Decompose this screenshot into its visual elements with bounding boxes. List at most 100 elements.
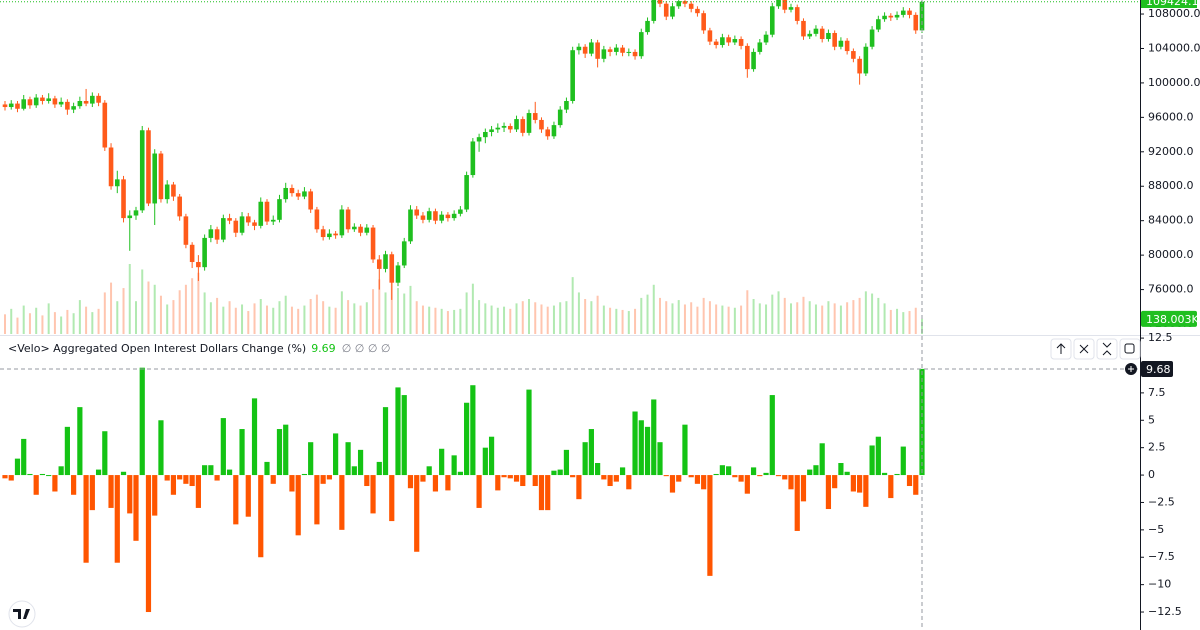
- oi-bar: [202, 465, 208, 476]
- oi-bar: [900, 446, 906, 476]
- last-price-label: 109424.1: [1146, 0, 1199, 8]
- volume-bar: [665, 301, 668, 334]
- volume-bar: [740, 305, 743, 334]
- oi-bar: [607, 475, 613, 487]
- volume-bar: [577, 292, 580, 334]
- volume-bar: [91, 312, 94, 334]
- last-price-badge: [1141, 0, 1197, 8]
- candle-body: [333, 233, 338, 236]
- candle-body: [745, 45, 750, 70]
- volume-bar: [552, 305, 555, 334]
- volume-bar: [365, 302, 368, 334]
- candle-body: [52, 98, 58, 105]
- candle-body: [426, 211, 432, 220]
- candle-body: [807, 33, 813, 37]
- candle-body: [264, 201, 270, 222]
- last-volume-badge: [1141, 310, 1197, 327]
- candle-body: [221, 218, 226, 240]
- oi-bar: [857, 475, 863, 493]
- candle-body: [582, 46, 588, 54]
- oi-bar: [83, 475, 89, 563]
- oi-bar: [881, 472, 888, 476]
- candle-body: [838, 40, 844, 47]
- oi-bar: [95, 469, 102, 476]
- candle-body: [196, 262, 201, 268]
- volume-bar: [858, 297, 861, 334]
- volume-bar: [777, 291, 780, 334]
- oi-bar: [245, 475, 251, 517]
- candle-body: [433, 211, 438, 221]
- oi-bar: [532, 475, 538, 487]
- volume-bar: [103, 292, 106, 334]
- candle-body: [114, 179, 120, 187]
- oi-bar: [39, 473, 46, 476]
- volume-bar: [378, 279, 381, 334]
- volume-bar: [290, 306, 293, 334]
- candle-body: [414, 209, 420, 216]
- oi-bar: [682, 424, 688, 476]
- volume-bar: [403, 293, 406, 334]
- volume-bar: [53, 312, 56, 334]
- volume-bar: [359, 305, 362, 334]
- candle-body: [420, 215, 426, 220]
- candle-body: [595, 42, 600, 59]
- oi-bar: [813, 465, 819, 476]
- oi-bar: [21, 438, 27, 476]
- oi-bar: [807, 469, 813, 476]
- collapse-button[interactable]: [1096, 338, 1118, 360]
- y-tick-label: 80000.0: [1148, 248, 1194, 261]
- volume-bar: [16, 317, 19, 334]
- volume-bar: [521, 301, 524, 334]
- volume-bar: [222, 306, 225, 334]
- volume-bar: [733, 307, 736, 334]
- icon-close: [1079, 344, 1089, 354]
- candle-body: [308, 191, 313, 210]
- maximize-button[interactable]: [1119, 338, 1141, 360]
- y-tick-label: 5: [1148, 413, 1155, 426]
- oi-bar: [2, 475, 8, 479]
- oi-pane: [2, 367, 925, 613]
- candle-body: [164, 184, 170, 200]
- volume-bar: [671, 303, 674, 334]
- oi-bar: [314, 475, 320, 525]
- indicator-nulls: ∅ ∅ ∅ ∅: [342, 342, 391, 355]
- candle-body: [40, 97, 45, 102]
- candle-body: [295, 193, 301, 197]
- y-tick-label: 96000.0: [1148, 110, 1194, 123]
- candle-body: [876, 19, 881, 30]
- oi-bar: [619, 467, 626, 476]
- candle-body: [470, 141, 476, 176]
- oi-bar: [601, 475, 607, 480]
- candle-body: [713, 41, 719, 46]
- oi-bar: [289, 475, 295, 492]
- oi-bar: [757, 475, 763, 477]
- candle-body: [90, 95, 95, 104]
- candle-body: [121, 179, 126, 219]
- volume-bar: [372, 289, 375, 334]
- candle-body: [339, 209, 345, 236]
- oi-bar: [8, 475, 14, 481]
- volume-bar: [771, 294, 774, 334]
- y-tick-label: −12.5: [1148, 605, 1182, 618]
- volume-bar: [814, 304, 817, 334]
- oi-bar: [701, 475, 707, 490]
- volume-bar: [646, 294, 649, 334]
- volume-bar: [634, 308, 637, 334]
- candle-body: [233, 220, 239, 233]
- volume-bar: [35, 307, 38, 334]
- volume-bar: [78, 300, 81, 334]
- volume-bar: [303, 305, 306, 334]
- oi-bar: [14, 458, 21, 476]
- oi-bar: [457, 471, 463, 476]
- oi-bar: [632, 411, 638, 476]
- oi-bar: [863, 475, 869, 507]
- oi-bar: [102, 431, 108, 476]
- volume-bar: [253, 303, 256, 334]
- oi-bar: [351, 466, 357, 476]
- volume-bar: [247, 311, 250, 334]
- candle-body: [177, 196, 182, 217]
- volume-bar: [621, 309, 624, 334]
- volume-bar: [590, 301, 593, 334]
- volume-bar: [496, 307, 499, 334]
